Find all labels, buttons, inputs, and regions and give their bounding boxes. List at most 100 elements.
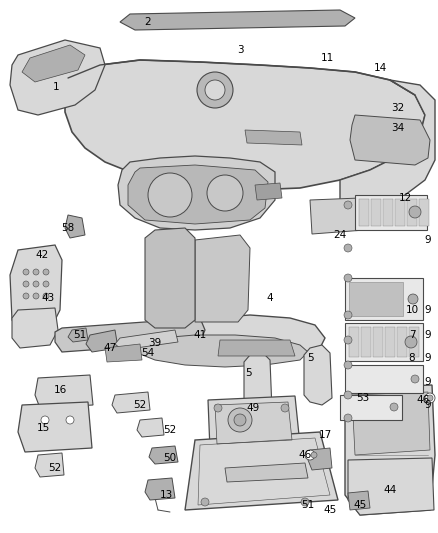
Polygon shape [349,282,403,316]
Text: 39: 39 [148,338,162,348]
Circle shape [409,206,421,218]
Text: 58: 58 [61,223,74,233]
Circle shape [344,201,352,209]
Polygon shape [345,323,423,361]
Text: 7: 7 [409,330,415,340]
Polygon shape [137,418,164,437]
Polygon shape [361,327,371,357]
Polygon shape [349,327,359,357]
Text: 9: 9 [425,377,431,387]
Polygon shape [352,392,430,455]
Polygon shape [385,327,395,357]
Text: 44: 44 [383,485,397,495]
Circle shape [344,311,352,319]
Polygon shape [340,80,435,210]
Polygon shape [304,345,332,405]
Text: 42: 42 [35,250,49,260]
Circle shape [344,274,352,282]
Text: 15: 15 [36,423,49,433]
Polygon shape [397,327,407,357]
Text: 9: 9 [425,305,431,315]
Polygon shape [345,365,423,393]
Circle shape [43,269,49,275]
Circle shape [214,404,222,412]
Text: 1: 1 [53,82,59,92]
Text: 4: 4 [267,293,273,303]
Circle shape [228,408,252,432]
Polygon shape [355,195,427,230]
Polygon shape [373,327,383,357]
Text: 14: 14 [373,63,387,73]
Polygon shape [345,385,435,515]
Circle shape [344,414,352,422]
Circle shape [33,269,39,275]
Circle shape [234,414,246,426]
Polygon shape [65,215,85,238]
Text: 52: 52 [134,400,147,410]
Circle shape [344,361,352,369]
Polygon shape [395,199,405,226]
Polygon shape [145,228,195,328]
Circle shape [201,498,209,506]
Circle shape [23,269,29,275]
Polygon shape [118,156,275,230]
Text: 3: 3 [237,45,244,55]
Text: 11: 11 [320,53,334,63]
Text: 32: 32 [392,103,405,113]
Polygon shape [12,308,58,348]
Polygon shape [225,463,308,482]
Circle shape [207,175,243,211]
Polygon shape [35,375,93,408]
Text: 17: 17 [318,430,332,440]
Polygon shape [245,130,302,145]
Polygon shape [105,344,142,362]
Text: 9: 9 [425,330,431,340]
Polygon shape [419,199,429,226]
Polygon shape [128,335,308,367]
Text: 46: 46 [417,395,430,405]
Text: 9: 9 [425,353,431,363]
Circle shape [411,375,419,383]
Text: 43: 43 [41,293,55,303]
Circle shape [427,395,433,401]
Circle shape [405,336,417,348]
Polygon shape [55,318,205,352]
Polygon shape [208,396,300,450]
Text: 52: 52 [48,463,62,473]
Text: 46: 46 [298,450,311,460]
Circle shape [41,416,49,424]
Polygon shape [65,60,425,190]
Polygon shape [112,392,150,413]
Polygon shape [218,340,295,356]
Text: 47: 47 [103,343,117,353]
Polygon shape [340,395,402,420]
Polygon shape [10,40,105,115]
Circle shape [23,293,29,299]
Polygon shape [145,478,175,500]
Circle shape [148,173,192,217]
Polygon shape [128,165,268,224]
Polygon shape [359,199,369,226]
Polygon shape [310,198,365,234]
Text: 10: 10 [406,305,419,315]
Circle shape [311,452,317,458]
Polygon shape [371,199,381,226]
Polygon shape [10,245,62,335]
Polygon shape [86,330,118,352]
Polygon shape [18,402,92,452]
Polygon shape [120,10,355,30]
Text: 53: 53 [357,393,370,403]
Text: 8: 8 [409,353,415,363]
Polygon shape [348,491,370,510]
Polygon shape [185,432,338,510]
Polygon shape [195,235,250,322]
Circle shape [33,293,39,299]
Polygon shape [35,453,64,477]
Circle shape [408,294,418,304]
Text: 24: 24 [333,230,346,240]
Polygon shape [68,328,88,342]
Polygon shape [350,115,430,165]
Text: 34: 34 [392,123,405,133]
Circle shape [205,80,225,100]
Text: 51: 51 [74,330,87,340]
